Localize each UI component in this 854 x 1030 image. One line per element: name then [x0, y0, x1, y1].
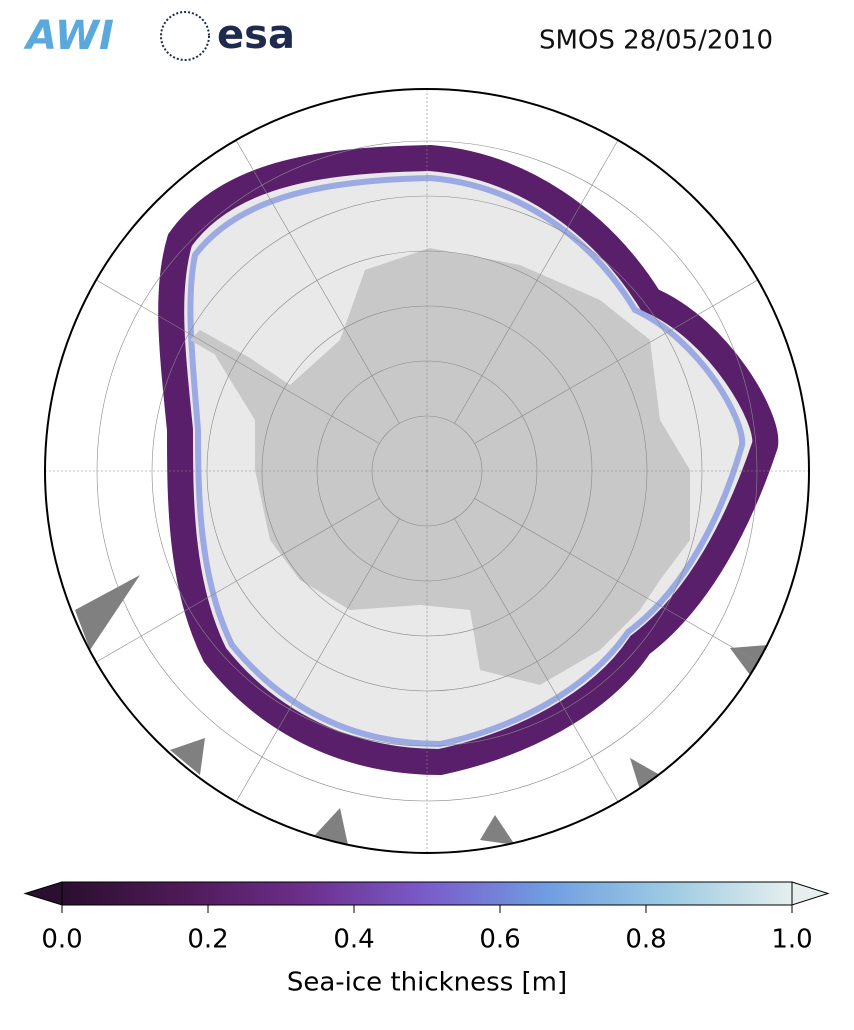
cbar-tick-label: 0.8	[625, 925, 666, 955]
cbar-tick-label: 0.0	[41, 925, 82, 955]
latitude-circle	[151, 195, 703, 747]
meridian	[226, 518, 400, 818]
colorbar-scale	[61, 881, 793, 906]
land	[190, 248, 690, 685]
cbar-tick-label: 0.4	[333, 925, 374, 955]
meridian	[80, 498, 380, 672]
esa-logo: esa	[217, 12, 295, 58]
cbar-extend-high	[791, 881, 830, 906]
cbar-tick-label: 0.6	[479, 925, 520, 955]
meridian	[80, 270, 380, 444]
meridian	[454, 518, 628, 818]
cbar-extend-low	[23, 881, 63, 906]
meridian	[454, 124, 628, 424]
latitude-circle	[371, 415, 483, 527]
esa-emblem	[160, 11, 210, 61]
meridian	[474, 498, 774, 672]
meridian	[226, 124, 400, 424]
map-boundary	[44, 88, 810, 854]
colorbar: Sea-ice thickness [m] 0.0 0.2 0.4 0.6 0.8 1.0	[23, 881, 830, 998]
ice-edge	[187, 174, 746, 748]
map-title: SMOS 28/05/2010	[539, 26, 773, 56]
colorbar-label: Sea-ice thickness [m]	[287, 968, 567, 998]
cbar-tick-label: 0.2	[187, 925, 228, 955]
cbar-tick-label: 1.0	[771, 925, 812, 955]
meridian	[474, 270, 774, 444]
graticule	[45, 89, 809, 853]
awi-logo: AWI	[23, 13, 114, 59]
map	[45, 89, 809, 853]
